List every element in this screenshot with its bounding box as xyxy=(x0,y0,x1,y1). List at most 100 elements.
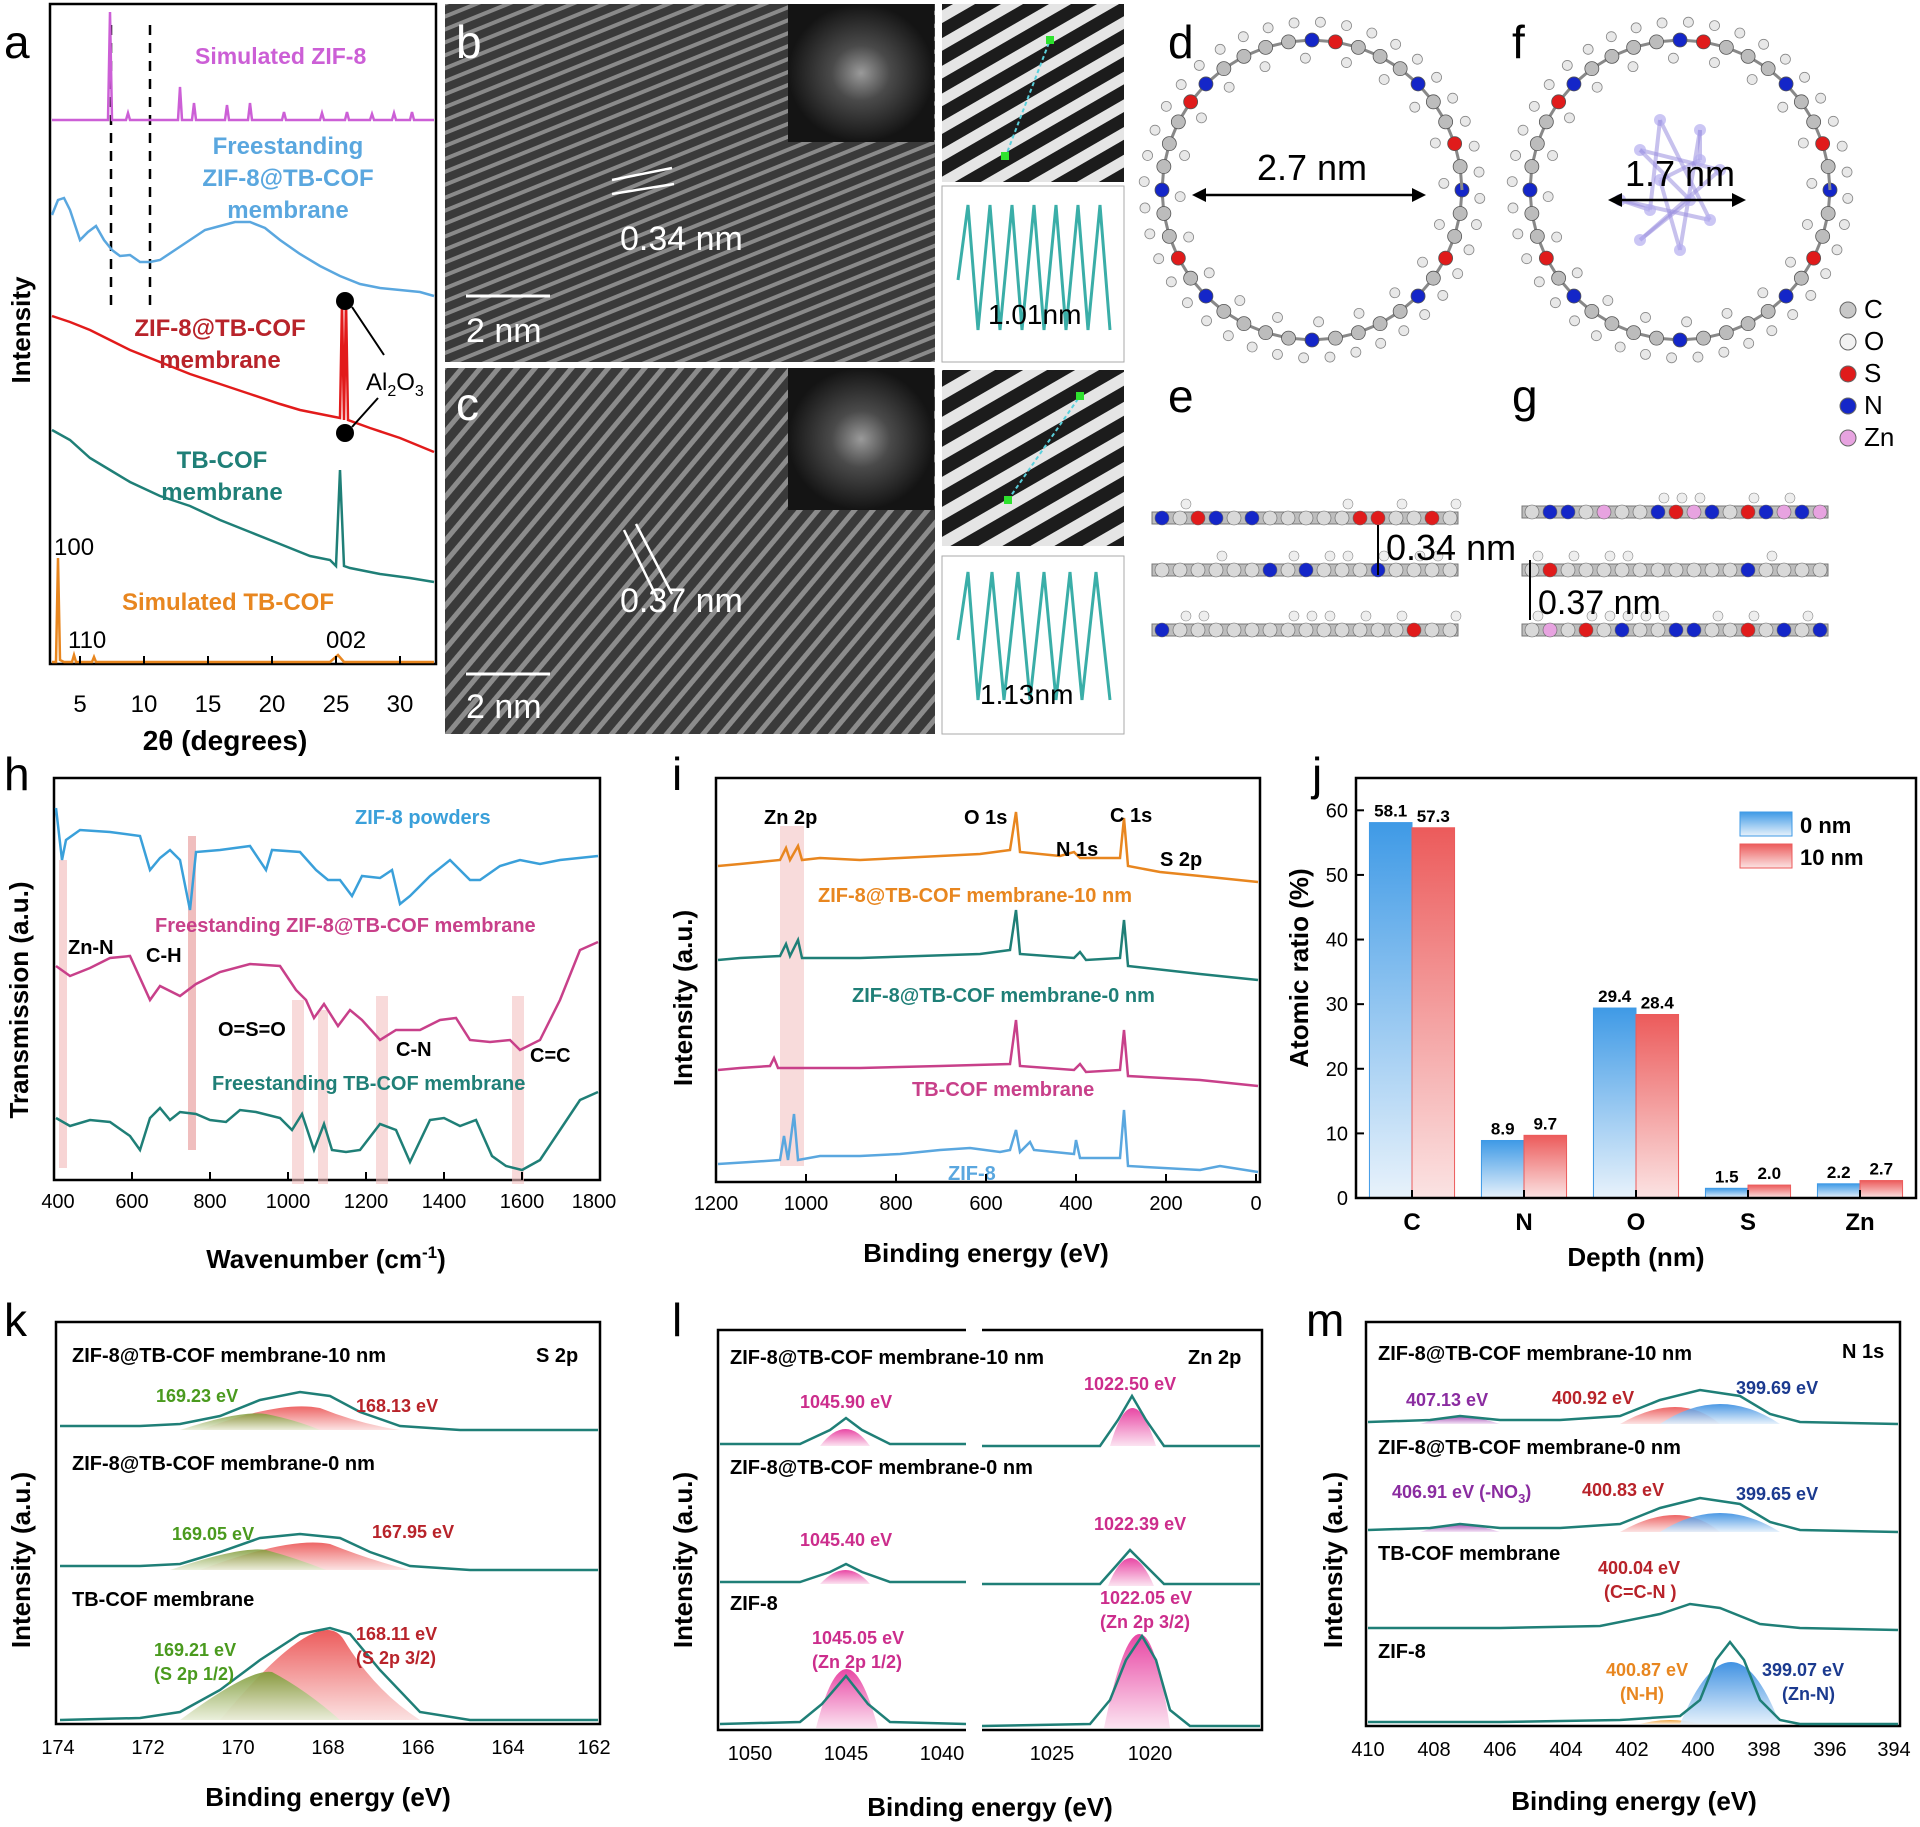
atom xyxy=(1696,35,1710,49)
layer-atom xyxy=(1353,563,1367,577)
label-oso: O=S=O xyxy=(218,1019,286,1041)
layer-atom xyxy=(1543,505,1557,519)
layer-atom xyxy=(1561,623,1575,637)
bar-label-zn-0: 2.2 xyxy=(1827,1163,1851,1182)
layer-atom xyxy=(1705,505,1719,519)
atom xyxy=(1821,206,1835,220)
layer-atom xyxy=(1281,511,1295,525)
legend-atom-swatch xyxy=(1840,430,1856,446)
atom xyxy=(1393,304,1407,318)
atom xyxy=(1585,304,1599,318)
ytick-j-4: 40 xyxy=(1326,930,1348,952)
atom xyxy=(1453,206,1467,220)
atom xyxy=(1627,326,1641,340)
layer-atom xyxy=(1263,511,1277,525)
layer-atom xyxy=(1669,563,1683,577)
spacing-label-e: 0.34 nm xyxy=(1386,527,1516,568)
m-row3-title: TB-COF membrane xyxy=(1378,1543,1560,1565)
atom xyxy=(1199,77,1213,91)
atom xyxy=(1816,229,1830,243)
atom xyxy=(1305,33,1319,47)
xtick-l-2: 1040 xyxy=(920,1743,965,1765)
layer-atom xyxy=(1245,511,1259,525)
l-tag: Zn 2p xyxy=(1188,1347,1241,1369)
label-zn-n: Zn-N xyxy=(68,937,114,959)
panel-letter-i: i xyxy=(672,748,682,800)
atom xyxy=(1539,251,1553,265)
xtick-l-1: 1045 xyxy=(824,1743,869,1765)
l-row3-left: 1045.05 eV xyxy=(812,1628,904,1648)
xtick-m-8: 394 xyxy=(1877,1739,1910,1761)
layer-atom xyxy=(1615,563,1629,577)
layer-atom xyxy=(1443,623,1457,637)
xtick-a-5: 30 xyxy=(387,691,414,718)
layer-atom xyxy=(1335,623,1349,637)
layer-atom xyxy=(1759,563,1773,577)
layer-atom xyxy=(1155,511,1169,525)
xtick-m-0: 410 xyxy=(1351,1739,1384,1761)
ytick-j-1: 10 xyxy=(1326,1123,1348,1145)
al2o3-marker-1 xyxy=(336,292,354,310)
ytick-j-2: 20 xyxy=(1326,1059,1348,1081)
panel-a: a Intensity Simulated ZIF-8 Freestanding… xyxy=(4,4,436,756)
panel-a-xticks: 5 10 15 20 25 30 xyxy=(73,656,413,718)
panel-a-ylabel: Intensity xyxy=(6,276,36,383)
bar-label-s-1: 2.0 xyxy=(1757,1164,1781,1183)
layer-atom xyxy=(1579,563,1593,577)
zif-atom xyxy=(1704,214,1716,226)
layer-atom xyxy=(1597,623,1611,637)
layer-atom xyxy=(1209,563,1223,577)
label-i-0nm: ZIF-8@TB-COF membrane-0 nm xyxy=(852,985,1155,1007)
zif-atom xyxy=(1634,234,1646,246)
layer-atom xyxy=(1443,511,1457,525)
m-row3-b: 400.04 eV xyxy=(1598,1558,1680,1578)
atom xyxy=(1373,49,1387,63)
label-cn: C-N xyxy=(396,1039,432,1061)
bar-label-s-0: 1.5 xyxy=(1715,1167,1739,1186)
atom xyxy=(1439,251,1453,265)
scale-label-b: 2 nm xyxy=(466,312,542,350)
xtick-k-6: 162 xyxy=(577,1737,610,1759)
layer-atom xyxy=(1633,505,1647,519)
bar-label-c-1: 57.3 xyxy=(1417,807,1450,826)
layer-atom xyxy=(1407,511,1421,525)
peak-100: 100 xyxy=(54,534,94,561)
al2o3-marker-2 xyxy=(336,424,354,442)
l-row1-right: 1022.50 eV xyxy=(1084,1374,1176,1394)
k-row2-title: ZIF-8@TB-COF membrane-0 nm xyxy=(72,1453,375,1475)
atom xyxy=(1351,40,1365,54)
atom xyxy=(1217,62,1231,76)
xtick-j-zn: Zn xyxy=(1845,1209,1874,1236)
xtick-j-o: O xyxy=(1627,1209,1646,1236)
zif-atom xyxy=(1644,204,1656,216)
layer-atom xyxy=(1335,563,1349,577)
panel-letter-l: l xyxy=(672,1294,682,1346)
atom xyxy=(1157,160,1171,174)
panel-letter-f: f xyxy=(1512,16,1525,68)
fringe-inset-c xyxy=(942,370,1124,546)
atom xyxy=(1217,304,1231,318)
atom xyxy=(1448,229,1462,243)
atom xyxy=(1157,206,1171,220)
panel-m: m Intensity (a.u.) ZIF-8@TB-COF membrane… xyxy=(1306,1294,1911,1816)
panel-letter-c: c xyxy=(456,378,479,430)
layer-atom xyxy=(1407,623,1421,637)
layer-atom xyxy=(1723,505,1737,519)
m-row4-c2: (Zn-N) xyxy=(1782,1684,1835,1704)
k-row3-title: TB-COF membrane xyxy=(72,1589,254,1611)
label-i-s2p: S 2p xyxy=(1160,849,1202,871)
atom xyxy=(1237,317,1251,331)
layer-atom xyxy=(1155,623,1169,637)
atom xyxy=(1373,317,1387,331)
label-simulated-zif8: Simulated ZIF-8 xyxy=(195,43,366,69)
layer-atom xyxy=(1209,623,1223,637)
panel-i: i Intensity (a.u.) ZIF-8@TB-COF membrane… xyxy=(668,748,1262,1268)
xtick-m-6: 398 xyxy=(1747,1739,1780,1761)
xtick-m-3: 404 xyxy=(1549,1739,1582,1761)
m-row4-c: 399.07 eV xyxy=(1762,1660,1844,1680)
layer-atom xyxy=(1281,623,1295,637)
layer-atom xyxy=(1209,511,1223,525)
m-tag: N 1s xyxy=(1842,1341,1884,1363)
legend-atom-n: N xyxy=(1864,390,1883,420)
atom xyxy=(1530,137,1544,151)
